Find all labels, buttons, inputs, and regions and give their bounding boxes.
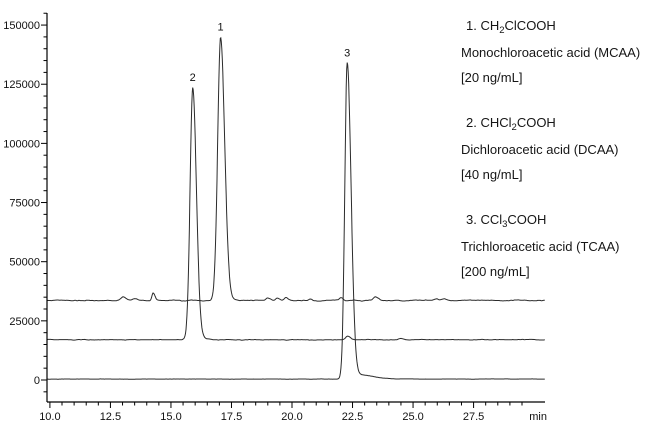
legend-formula-mcaa: 1. CH2ClCOOH [461, 13, 653, 40]
legend-formula-dcaa: 2. CHCl2COOH [461, 110, 653, 137]
x-tick-label: 15.0 [160, 411, 181, 423]
formula-subscript: 2 [499, 25, 505, 36]
legend-compound-name-tcaa: Trichloroacetic acid (TCAA) [461, 239, 620, 254]
peak-label-1: 1 [218, 21, 224, 33]
axes [46, 13, 545, 403]
y-tick-label: 25000 [9, 316, 40, 328]
x-tick-label: 10.0 [39, 411, 60, 423]
formula-text: COOH [507, 212, 547, 227]
traces: 1 2 3 [46, 21, 545, 380]
y-tick-label: 75000 [9, 198, 40, 210]
x-tick-label: 20.0 [281, 411, 302, 423]
legend-compound-name-mcaa: Monochloroacetic acid (MCAA) [461, 45, 641, 60]
legend-concentration-dcaa: [40 ng/mL] [461, 167, 523, 182]
legend-entry-mcaa: 1. CH2ClCOOH Monochloroacetic acid (MCAA… [461, 13, 653, 90]
y-tick-label: 0 [34, 375, 40, 387]
y-tick-label: 150000 [3, 20, 40, 32]
x-tick-label: 17.5 [221, 411, 242, 423]
y-tick-label: 50000 [9, 257, 40, 269]
y-axis-ticks: 0 25000 50000 75000 100000 125000 150000 [3, 12, 47, 393]
x-tick-label: 12.5 [100, 411, 121, 423]
x-axis-ticks: 10.0 12.5 15.0 17.5 20.0 22.5 25.0 27.5 min [39, 402, 547, 423]
peak-legend: 1. CH2ClCOOH Monochloroacetic acid (MCAA… [461, 13, 653, 304]
legend-concentration-tcaa: [200 ng/mL] [461, 264, 530, 279]
formula-subscript: 2 [511, 122, 517, 133]
formula-text: COOH [516, 115, 556, 130]
legend-concentration-mcaa: [20 ng/mL] [461, 70, 523, 85]
formula-text: 1. CH [466, 18, 500, 33]
x-tick-label: 25.0 [402, 411, 423, 423]
formula-text: 2. CHCl [466, 115, 512, 130]
legend-formula-tcaa: 3. CCl3COOH [461, 207, 653, 234]
peak-label-3: 3 [344, 47, 350, 59]
formula-text: ClCOOH [504, 18, 556, 33]
legend-compound-name-dcaa: Dichloroacetic acid (DCAA) [461, 142, 619, 157]
formula-text: 3. CCl [466, 212, 503, 227]
trace-mcaa [47, 36, 545, 302]
legend-entry-tcaa: 3. CCl3COOH Trichloroacetic acid (TCAA) … [461, 207, 653, 284]
formula-subscript: 3 [502, 219, 508, 230]
x-axis-unit-label: min [529, 411, 547, 423]
trace-tcaa [47, 62, 545, 380]
trace-dcaa [46, 87, 545, 341]
peak-label-2: 2 [190, 72, 196, 84]
x-tick-label: 22.5 [342, 411, 363, 423]
y-tick-label: 100000 [3, 138, 40, 150]
x-tick-label: 27.5 [463, 411, 484, 423]
y-tick-label: 125000 [3, 79, 40, 91]
legend-entry-dcaa: 2. CHCl2COOH Dichloroacetic acid (DCAA) … [461, 110, 653, 187]
